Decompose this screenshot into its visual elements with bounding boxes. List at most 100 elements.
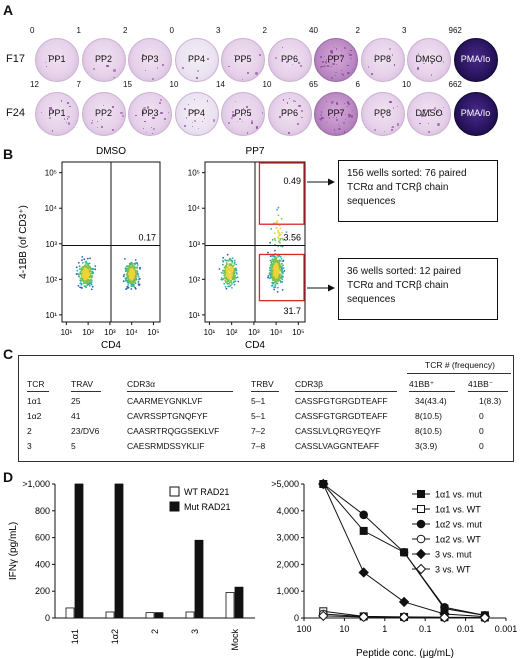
y-tick-label: 10³ xyxy=(188,240,200,249)
cell-neg: 1(8.3) xyxy=(479,396,502,406)
legend-marker xyxy=(415,563,427,575)
well-label: PMA/Io xyxy=(460,108,491,118)
spot xyxy=(348,103,350,105)
well-f17-pp4: PP4 xyxy=(174,38,219,82)
event xyxy=(128,271,131,274)
event xyxy=(271,284,274,287)
spot xyxy=(282,99,285,101)
event xyxy=(274,257,276,259)
event xyxy=(274,249,276,252)
spot xyxy=(373,128,376,131)
well-f24-pp5: PP5 xyxy=(221,92,265,136)
spot xyxy=(324,64,327,67)
spot xyxy=(443,106,445,108)
spot xyxy=(231,117,234,120)
cell-tcr: 1α2 xyxy=(27,411,42,421)
spot xyxy=(146,106,149,109)
data-point xyxy=(358,567,369,578)
event xyxy=(225,270,228,273)
x-tick-label: 10¹ xyxy=(61,328,73,337)
spot xyxy=(300,65,302,67)
spot xyxy=(320,117,323,120)
header-group-rule xyxy=(407,373,511,374)
event xyxy=(227,267,230,269)
event xyxy=(279,227,282,230)
event xyxy=(89,257,91,260)
spot xyxy=(251,121,253,124)
well-label: PP4 xyxy=(187,54,205,64)
event xyxy=(126,270,129,272)
spot xyxy=(228,122,230,124)
event xyxy=(281,262,283,265)
event xyxy=(127,268,130,271)
event xyxy=(277,214,280,217)
spot xyxy=(430,74,433,76)
event xyxy=(277,206,280,209)
event xyxy=(131,265,134,268)
event xyxy=(271,270,273,273)
bar-mut xyxy=(114,483,124,619)
event xyxy=(281,281,283,283)
event xyxy=(85,265,88,268)
y-tick-label: 4,000 xyxy=(276,506,299,516)
event xyxy=(225,287,228,290)
spot xyxy=(331,77,334,80)
event xyxy=(226,276,229,279)
cell-trav: 23/DV6 xyxy=(71,426,100,436)
event xyxy=(222,263,224,266)
data-point xyxy=(318,478,329,490)
event xyxy=(278,224,281,227)
y-tick-label: 10⁵ xyxy=(45,169,57,178)
spot xyxy=(334,46,336,49)
cell-cdr3a: CAVRSSPTGNQFYF xyxy=(127,411,208,421)
y-tick-label: 10³ xyxy=(45,240,57,249)
event xyxy=(133,281,136,283)
spot xyxy=(419,122,421,125)
event xyxy=(274,239,277,242)
event xyxy=(94,265,97,267)
well-label: DMSO xyxy=(415,54,443,64)
bar-wt xyxy=(105,611,115,619)
event xyxy=(129,266,132,269)
cell-cdr3a: CAASRTRQGGSEKLVF xyxy=(127,426,220,436)
data-point xyxy=(479,612,491,623)
spot xyxy=(49,117,52,120)
spot xyxy=(201,120,204,123)
event xyxy=(278,269,281,272)
well-count: 0 xyxy=(169,26,174,35)
cell-tcr: 2 xyxy=(27,426,32,436)
event xyxy=(132,273,135,276)
data-point xyxy=(439,612,450,623)
spot xyxy=(241,60,243,62)
x-tick-label: 10² xyxy=(82,328,94,337)
event xyxy=(84,280,86,282)
cell-cdr3b: CASSFGTGRGDTEAFF xyxy=(295,396,388,406)
spot xyxy=(96,120,98,122)
spot xyxy=(294,100,296,102)
event xyxy=(127,286,130,289)
spot xyxy=(69,105,71,108)
event xyxy=(225,278,227,280)
cell-trbv: 7–2 xyxy=(251,426,266,436)
event xyxy=(221,278,224,281)
event xyxy=(233,280,236,283)
well-label: PP5 xyxy=(234,54,252,64)
event xyxy=(127,279,130,282)
spot xyxy=(242,121,244,123)
event xyxy=(233,268,236,270)
event xyxy=(275,278,278,281)
spot xyxy=(436,110,440,114)
spot xyxy=(146,132,147,134)
spot xyxy=(191,121,194,124)
event xyxy=(273,276,275,279)
spot xyxy=(437,123,440,126)
event xyxy=(281,237,284,240)
event-cloud xyxy=(75,256,141,291)
event xyxy=(132,276,135,278)
spot xyxy=(44,61,46,63)
spot xyxy=(191,126,193,128)
legend-label: Mut RAD21 xyxy=(184,502,231,512)
event xyxy=(130,285,133,288)
well-f17-pp1: PP1 xyxy=(35,38,79,82)
event xyxy=(280,271,283,273)
